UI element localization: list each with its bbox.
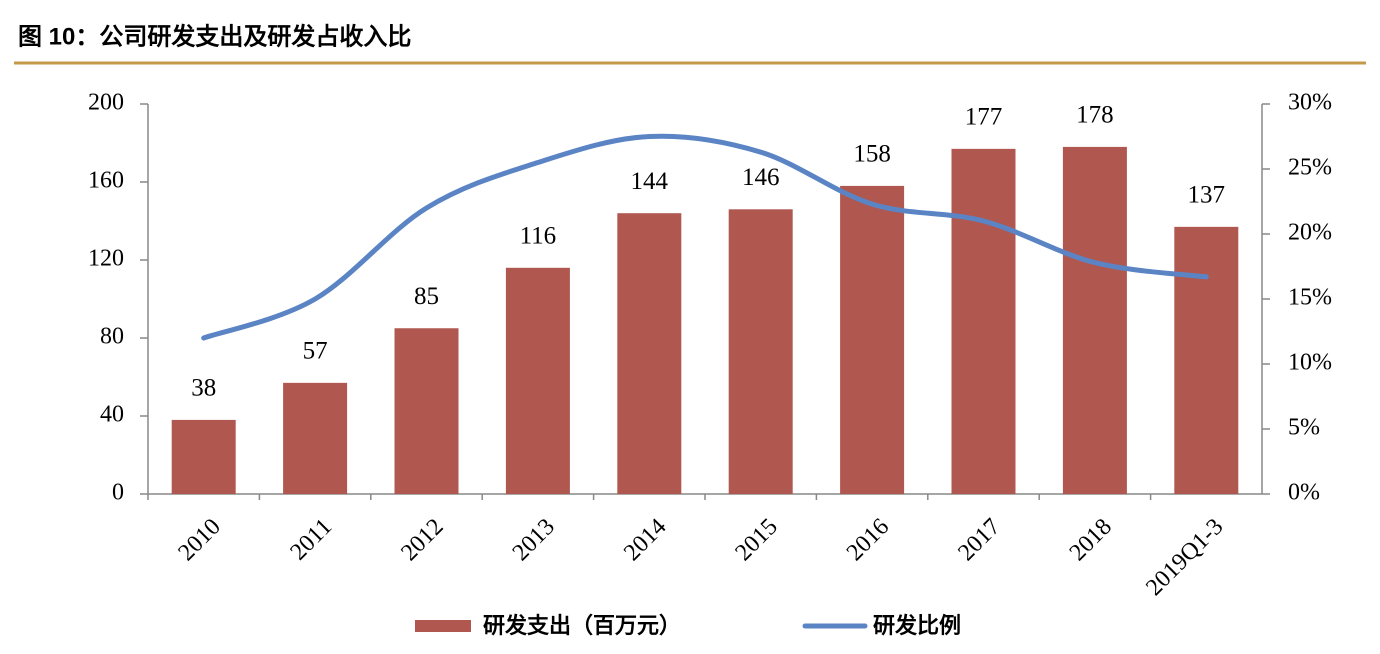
y2-tick-label: 25%	[1288, 155, 1332, 181]
x-tick-label: 2011	[286, 514, 338, 566]
value-label: 57	[303, 338, 328, 365]
y-tick-label: 0	[112, 480, 124, 506]
value-label: 158	[853, 141, 891, 168]
bar	[505, 267, 570, 494]
bar	[1062, 146, 1127, 494]
x-tick-label: 2013	[508, 514, 560, 566]
value-label: 177	[965, 104, 1003, 131]
y-tick-label: 200	[88, 90, 124, 116]
x-tick-label: 2018	[1065, 514, 1117, 566]
y2-tick-label: 0%	[1288, 480, 1320, 506]
value-label: 38	[191, 375, 216, 402]
value-label: 178	[1076, 102, 1114, 129]
bar	[1174, 226, 1239, 494]
x-tick-label: 2017	[953, 514, 1005, 566]
y-tick-label: 120	[88, 246, 124, 272]
bar	[394, 328, 459, 494]
chart-title: 图 10：公司研发支出及研发占收入比	[18, 22, 411, 50]
bar	[171, 419, 236, 494]
legend-label: 研发比例	[873, 613, 961, 639]
x-tick-label: 2012	[396, 514, 448, 566]
value-label: 137	[1188, 182, 1226, 209]
line	[201, 133, 1209, 341]
y2-tick-label: 20%	[1288, 220, 1332, 246]
y-tick-label: 40	[100, 402, 124, 428]
bar	[617, 213, 682, 494]
value-label: 85	[414, 283, 439, 310]
legend-label: 研发支出（百万元）	[483, 613, 681, 639]
bar	[728, 209, 793, 495]
y-tick-label: 80	[100, 324, 124, 350]
y2-tick-label: 10%	[1288, 350, 1332, 376]
y-tick-label: 160	[88, 168, 124, 194]
bar	[283, 382, 348, 494]
value-label: 146	[742, 164, 780, 191]
y2-tick-label: 5%	[1288, 415, 1320, 441]
x-tick-label: 2015	[731, 514, 783, 566]
y2-tick-label: 15%	[1288, 285, 1332, 311]
x-tick-label: 2010	[174, 514, 226, 566]
y2-tick-label: 30%	[1288, 90, 1332, 116]
bar	[951, 148, 1016, 494]
legend-swatch	[415, 620, 471, 632]
value-label: 144	[631, 168, 669, 195]
x-tick-label: 2016	[842, 514, 894, 566]
bar	[840, 185, 905, 494]
x-tick-label: 2019Q1-3	[1141, 514, 1228, 601]
x-tick-label: 2014	[619, 514, 671, 566]
value-label: 116	[520, 223, 557, 250]
